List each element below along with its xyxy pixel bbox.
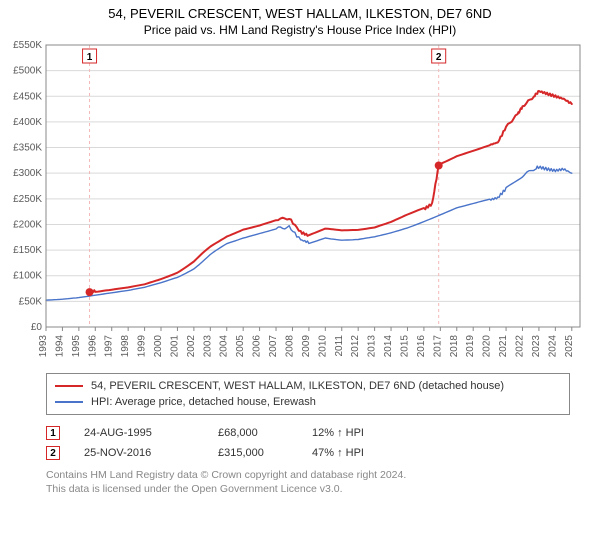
svg-text:2004: 2004 [219, 335, 230, 358]
svg-text:£200K: £200K [13, 219, 42, 230]
svg-text:2012: 2012 [350, 335, 361, 358]
svg-text:1996: 1996 [87, 335, 98, 358]
svg-text:£50K: £50K [19, 296, 43, 307]
svg-text:2023: 2023 [531, 335, 542, 358]
legend-label-hpi: HPI: Average price, detached house, Erew… [91, 396, 316, 408]
footnote-line: Contains HM Land Registry data © Crown c… [46, 469, 570, 483]
svg-text:2002: 2002 [186, 335, 197, 358]
svg-text:2: 2 [436, 52, 442, 63]
legend-row-hpi: HPI: Average price, detached house, Erew… [55, 394, 561, 410]
svg-text:2007: 2007 [268, 335, 279, 358]
svg-text:1993: 1993 [38, 335, 49, 358]
svg-text:2015: 2015 [399, 335, 410, 358]
footnote: Contains HM Land Registry data © Crown c… [46, 469, 570, 496]
svg-text:1994: 1994 [54, 335, 65, 358]
svg-text:2016: 2016 [416, 335, 427, 358]
legend-row-price-paid: 54, PEVERIL CRESCENT, WEST HALLAM, ILKES… [55, 378, 561, 394]
svg-text:2000: 2000 [153, 335, 164, 358]
event-date: 25-NOV-2016 [84, 447, 194, 459]
svg-text:2019: 2019 [465, 335, 476, 358]
svg-text:£350K: £350K [13, 143, 42, 154]
svg-text:£550K: £550K [13, 40, 42, 51]
svg-text:£500K: £500K [13, 66, 42, 77]
event-marker-icon: 1 [46, 426, 60, 440]
svg-text:2018: 2018 [449, 335, 460, 358]
legend-swatch-hpi [55, 401, 83, 403]
svg-text:1: 1 [87, 52, 93, 63]
svg-text:2009: 2009 [301, 335, 312, 358]
svg-text:2021: 2021 [498, 335, 509, 358]
event-marker-icon: 2 [46, 446, 60, 460]
legend-label-price-paid: 54, PEVERIL CRESCENT, WEST HALLAM, ILKES… [91, 380, 504, 392]
legend-swatch-price-paid [55, 385, 83, 387]
svg-text:1998: 1998 [120, 335, 131, 358]
svg-text:2011: 2011 [334, 335, 345, 357]
title-address: 54, PEVERIL CRESCENT, WEST HALLAM, ILKES… [0, 6, 600, 21]
event-row: 1 24-AUG-1995 £68,000 12% ↑ HPI [46, 423, 570, 443]
svg-text:1997: 1997 [104, 335, 115, 358]
svg-text:£100K: £100K [13, 271, 42, 282]
svg-text:2005: 2005 [235, 335, 246, 358]
svg-text:1999: 1999 [137, 335, 148, 358]
svg-text:2013: 2013 [367, 335, 378, 358]
svg-text:£300K: £300K [13, 168, 42, 179]
svg-text:2017: 2017 [432, 335, 443, 358]
footnote-line: This data is licensed under the Open Gov… [46, 483, 570, 497]
event-price: £315,000 [218, 447, 288, 459]
chart-area: £0 £50K £100K £150K £200K £250K £300K £350K £400… [0, 37, 600, 367]
svg-text:£250K: £250K [13, 194, 42, 205]
svg-text:£400K: £400K [13, 117, 42, 128]
svg-text:2025: 2025 [564, 335, 575, 358]
svg-text:2024: 2024 [547, 335, 558, 358]
event-pct: 47% ↑ HPI [312, 447, 412, 459]
svg-text:£450K: £450K [13, 91, 42, 102]
price-chart-svg: £0 £50K £100K £150K £200K £250K £300K £350K £400… [0, 37, 600, 367]
svg-text:2006: 2006 [252, 335, 263, 358]
svg-text:1995: 1995 [71, 335, 82, 358]
svg-text:2003: 2003 [202, 335, 213, 358]
svg-text:2010: 2010 [317, 335, 328, 358]
event-list: 1 24-AUG-1995 £68,000 12% ↑ HPI 2 25-NOV… [46, 423, 570, 463]
svg-text:2022: 2022 [514, 335, 525, 358]
svg-text:2020: 2020 [482, 335, 493, 358]
svg-text:2008: 2008 [284, 335, 295, 358]
event-pct: 12% ↑ HPI [312, 427, 412, 439]
svg-text:£0: £0 [31, 322, 43, 333]
svg-text:2014: 2014 [383, 335, 394, 358]
svg-text:2001: 2001 [169, 335, 180, 358]
event-row: 2 25-NOV-2016 £315,000 47% ↑ HPI [46, 443, 570, 463]
event-date: 24-AUG-1995 [84, 427, 194, 439]
title-subtitle: Price paid vs. HM Land Registry's House … [0, 23, 600, 37]
event-price: £68,000 [218, 427, 288, 439]
svg-text:£150K: £150K [13, 245, 42, 256]
legend: 54, PEVERIL CRESCENT, WEST HALLAM, ILKES… [46, 373, 570, 415]
chart-titles: 54, PEVERIL CRESCENT, WEST HALLAM, ILKES… [0, 0, 600, 37]
